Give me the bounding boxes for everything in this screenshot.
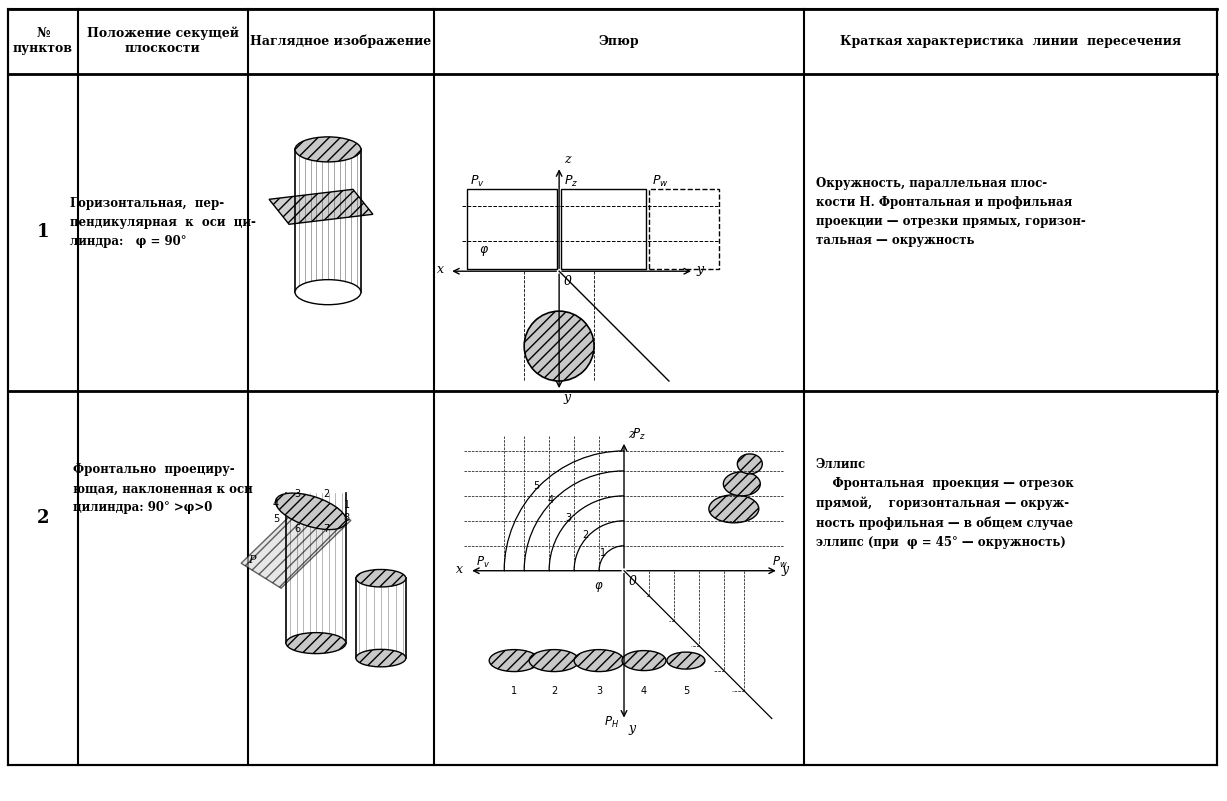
Text: $P_z$: $P_z$ <box>564 175 578 190</box>
Text: 0: 0 <box>564 276 572 288</box>
Text: y: y <box>563 391 571 404</box>
Text: x: x <box>437 264 444 276</box>
Text: №
пунктов: № пунктов <box>13 27 72 55</box>
Text: 5: 5 <box>534 481 540 491</box>
Text: 5: 5 <box>682 686 690 695</box>
Text: y: y <box>628 723 636 735</box>
Bar <box>467 189 557 269</box>
Text: 0: 0 <box>629 574 637 588</box>
Text: z: z <box>564 153 571 167</box>
Text: Положение секущей
плоскости: Положение секущей плоскости <box>87 26 239 55</box>
Ellipse shape <box>490 650 539 671</box>
Ellipse shape <box>709 495 758 523</box>
Text: Эпюр: Эпюр <box>599 34 639 47</box>
Polygon shape <box>269 189 373 224</box>
Text: 1: 1 <box>600 548 606 558</box>
Text: Окружность, параллельная плос-
кости Н. Фронтальная и профильная
проекции — отре: Окружность, параллельная плос- кости Н. … <box>816 177 1086 248</box>
Text: 7: 7 <box>324 524 330 533</box>
Text: 1: 1 <box>512 686 518 695</box>
Ellipse shape <box>524 311 594 381</box>
Text: 2: 2 <box>37 509 49 527</box>
Ellipse shape <box>622 650 666 670</box>
Ellipse shape <box>529 650 579 671</box>
Text: x: x <box>456 563 464 576</box>
Text: 8: 8 <box>344 513 350 523</box>
Text: 2: 2 <box>551 686 557 695</box>
Text: z: z <box>628 428 634 441</box>
Text: $P_v$: $P_v$ <box>470 175 485 190</box>
Ellipse shape <box>737 454 762 474</box>
Text: 5: 5 <box>272 513 280 524</box>
Ellipse shape <box>667 652 704 669</box>
Text: 4: 4 <box>547 495 553 505</box>
Text: Краткая характеристика  линии  пересечения: Краткая характеристика линии пересечения <box>839 34 1180 47</box>
Ellipse shape <box>356 570 406 587</box>
Text: $P_z$: $P_z$ <box>632 427 645 442</box>
Text: y: y <box>782 563 789 576</box>
Ellipse shape <box>574 650 625 671</box>
Text: $P_H$: $P_H$ <box>604 714 620 730</box>
Text: 4: 4 <box>272 499 279 509</box>
Text: P: P <box>248 555 255 566</box>
Text: Наглядное изображение: Наглядное изображение <box>250 34 432 48</box>
Text: $P_w$: $P_w$ <box>772 555 788 570</box>
Text: 3: 3 <box>564 513 571 523</box>
Text: 6: 6 <box>294 524 301 534</box>
Ellipse shape <box>294 137 361 162</box>
Text: $P_v$: $P_v$ <box>476 555 491 570</box>
Ellipse shape <box>356 650 406 666</box>
Polygon shape <box>242 501 351 588</box>
Text: 1: 1 <box>344 500 350 509</box>
Ellipse shape <box>286 633 346 654</box>
Text: 3: 3 <box>596 686 602 695</box>
Text: $P_w$: $P_w$ <box>652 175 669 190</box>
Text: 2: 2 <box>324 489 330 499</box>
Ellipse shape <box>724 472 761 496</box>
Text: $\varphi$: $\varphi$ <box>480 244 490 258</box>
Text: y: y <box>697 264 704 276</box>
Text: 4: 4 <box>640 686 647 695</box>
Text: $\varphi$: $\varphi$ <box>594 580 604 594</box>
Text: Горизонтальная,  пер-
пендикулярная  к  оси  ци-
линдра:   φ = 90°: Горизонтальная, пер- пендикулярная к оси… <box>70 197 255 248</box>
Text: 1: 1 <box>37 223 49 241</box>
Ellipse shape <box>294 280 361 304</box>
Ellipse shape <box>276 493 346 529</box>
Text: Фронтально  проециру-
ющая, наклоненная к оси
цилиндра: 90° >φ>0: Фронтально проециру- ющая, наклоненная к… <box>72 464 253 514</box>
Text: Эллипс
    Фронтальная  проекция — отрезок
прямой,    горизонтальная — окруж-
но: Эллипс Фронтальная проекция — отрезок пр… <box>816 458 1074 549</box>
Bar <box>561 189 645 269</box>
Text: 3: 3 <box>294 489 301 499</box>
Text: 2: 2 <box>583 530 589 541</box>
Bar <box>649 189 719 269</box>
